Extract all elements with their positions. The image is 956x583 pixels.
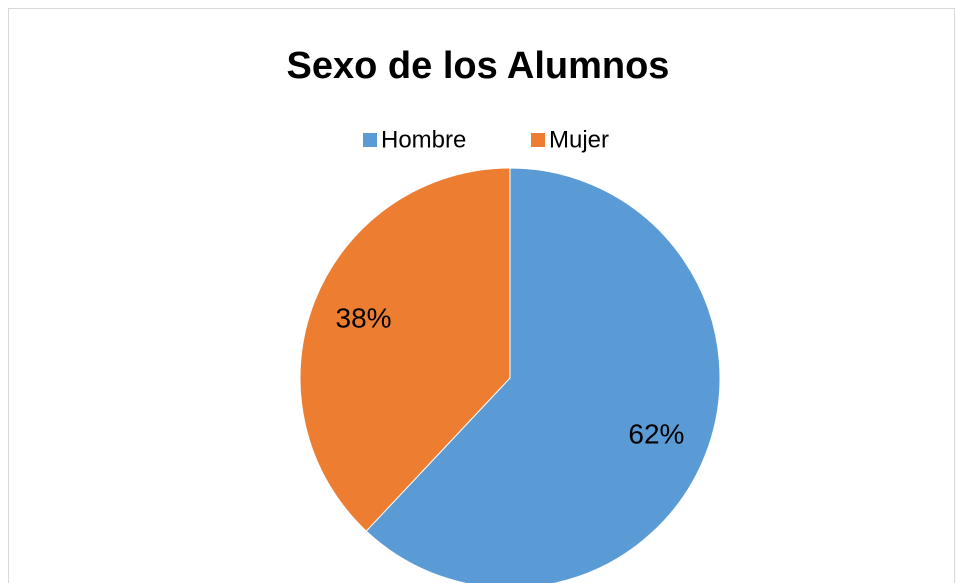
data-label: 62% (628, 418, 684, 449)
pie-slice (299, 167, 511, 532)
chart-title: Sexo de los Alumnos (287, 45, 670, 87)
legend-label: Hombre (381, 126, 466, 153)
pie-slice (365, 167, 721, 583)
legend-swatch (531, 133, 545, 147)
legend-label: Mujer (549, 126, 609, 153)
data-label: 38% (336, 302, 392, 333)
legend-swatch (363, 133, 377, 147)
